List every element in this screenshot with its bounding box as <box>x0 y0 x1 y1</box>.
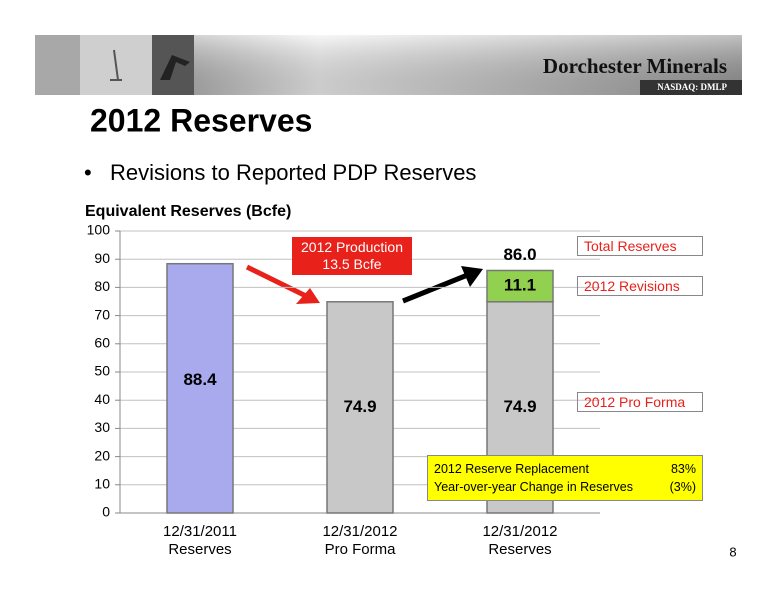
slide-title: 2012 Reserves <box>90 102 312 138</box>
ticker: NASDAQ: DMLP <box>657 82 727 92</box>
summary-table: 2012 Reserve Replacement 83% Year-over-yea… <box>427 455 703 501</box>
y-tick-label: 80 <box>94 278 110 294</box>
pro-forma-label: 2012 Pro Forma <box>577 392 703 412</box>
summary-row: 2012 Reserve Replacement 83% <box>434 460 696 478</box>
bullet-mark: • <box>84 160 92 185</box>
bar <box>166 262 234 514</box>
banner: Dorchester Minerals NASDAQ: DMLP <box>35 35 742 95</box>
bar <box>326 301 394 514</box>
y-tick-label: 50 <box>94 363 110 379</box>
y-tick-label: 40 <box>94 391 110 407</box>
y-tick-label: 100 <box>87 222 111 238</box>
arrow-head <box>461 266 483 287</box>
x-tick-label: 12/31/2011 Reserves <box>163 523 237 558</box>
arrow-head <box>296 288 320 304</box>
revisions-label: 2012 Revisions <box>577 276 703 296</box>
x-tick-label: 12/31/2012 Reserves <box>482 523 558 558</box>
summary-cell: 83% <box>670 462 696 476</box>
y-tick-label: 90 <box>94 250 110 266</box>
summary-cell: 2012 Reserve Replacement <box>434 462 589 476</box>
y-tick-label: 60 <box>94 335 110 351</box>
y-axis-title: Equivalent Reserves (Bcfe) <box>85 203 291 220</box>
summary-cell: Year-over-year Change in Reserves <box>434 480 633 494</box>
data-label: 11.1 <box>504 276 536 295</box>
page-number: 8 <box>729 544 736 559</box>
summary-cell: (3%) <box>669 480 696 494</box>
data-label: 88.4 <box>183 370 217 389</box>
y-tick-label: 70 <box>94 306 110 322</box>
total-label: 86.0 <box>503 245 536 264</box>
data-label: 74.9 <box>343 397 376 416</box>
y-tick-label: 20 <box>94 447 110 463</box>
total-label: Total Reserves <box>577 236 703 256</box>
arrow <box>245 264 308 299</box>
bullet: Revisions to Reported PDP Reserves <box>110 160 476 185</box>
data-label: 74.9 <box>503 397 536 416</box>
production-note: 2012 Production 13.5 Bcfe <box>292 237 412 275</box>
bar <box>486 269 554 303</box>
summary-row: Year-over-year Change in Reserves (3%) <box>434 478 696 496</box>
x-tick-label: 12/31/2012 Pro Forma <box>322 523 398 558</box>
y-tick-label: 10 <box>94 476 110 492</box>
y-tick-label: 0 <box>102 504 110 520</box>
y-tick-label: 30 <box>94 419 110 435</box>
company-name: Dorchester Minerals <box>543 54 727 78</box>
